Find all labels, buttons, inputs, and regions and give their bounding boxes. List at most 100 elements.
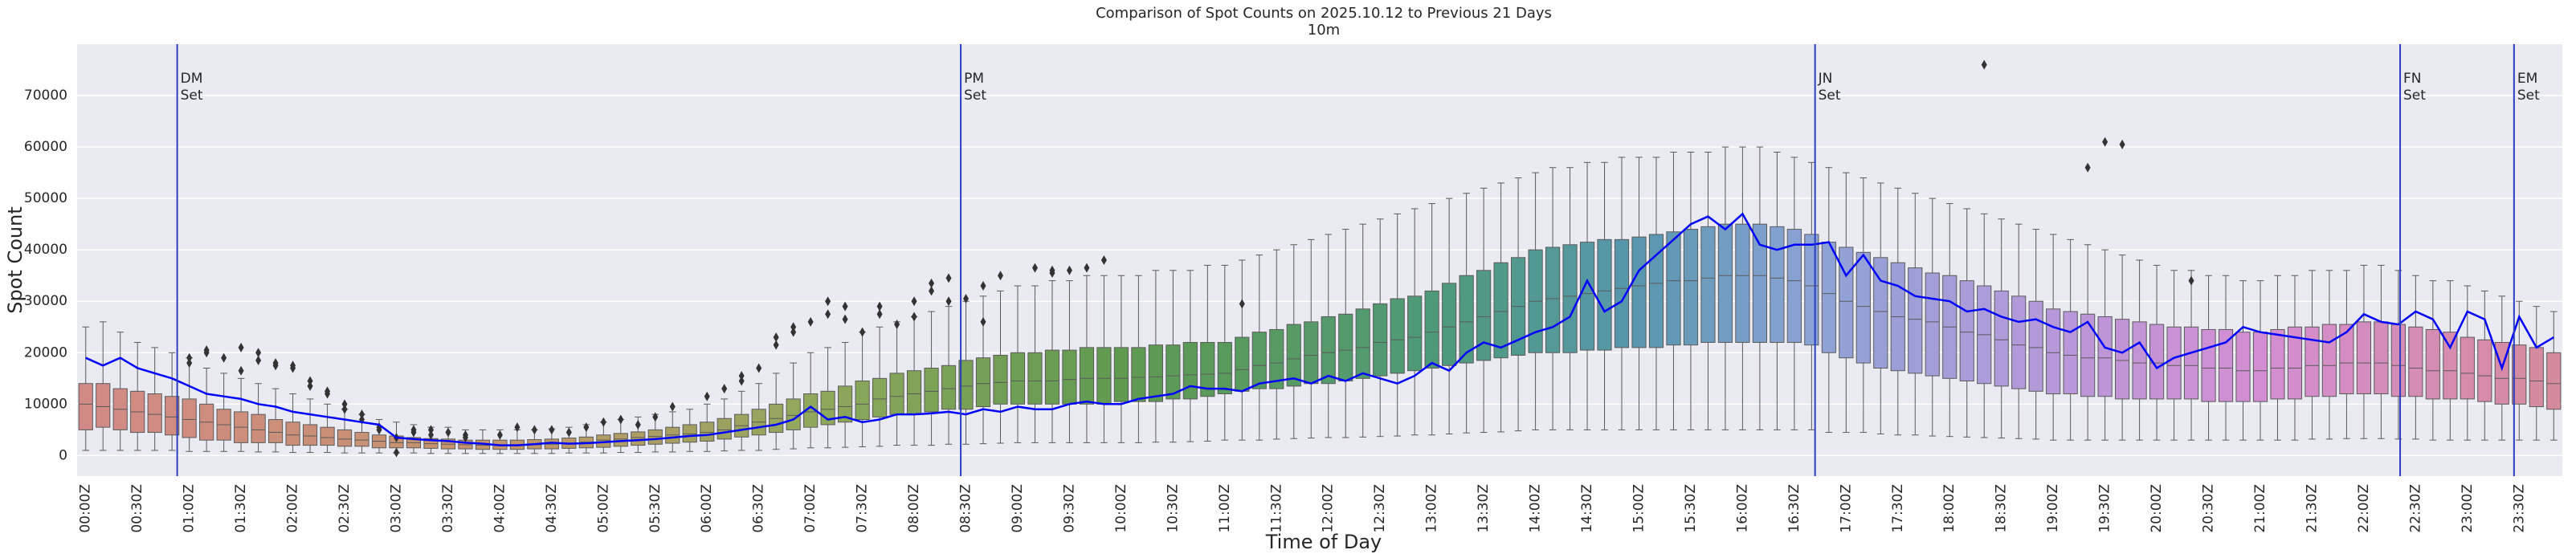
annotation-text: FN bbox=[2403, 71, 2422, 87]
outlier bbox=[842, 301, 848, 312]
box bbox=[1235, 336, 1250, 392]
outlier bbox=[462, 432, 468, 442]
x-tick-label: 13:30Z bbox=[1476, 484, 1492, 533]
x-tick-label: 15:30Z bbox=[1683, 484, 1699, 533]
annotation-text: PM bbox=[964, 71, 984, 87]
x-tick-label: 03:30Z bbox=[440, 484, 456, 533]
x-tick-label: 14:30Z bbox=[1579, 484, 1595, 533]
y-tick-label: 40000 bbox=[24, 242, 67, 258]
outlier bbox=[876, 309, 883, 320]
outlier bbox=[980, 316, 986, 327]
box bbox=[1959, 280, 1974, 382]
box bbox=[1631, 236, 1647, 348]
box bbox=[855, 381, 870, 421]
box bbox=[147, 393, 162, 434]
box bbox=[2529, 347, 2544, 408]
x-tick-label: 11:30Z bbox=[1268, 484, 1284, 533]
outlier bbox=[738, 371, 745, 381]
x-tick-label: 20:00Z bbox=[2149, 484, 2165, 533]
outlier bbox=[238, 342, 244, 352]
x-tick-label: 01:00Z bbox=[182, 484, 198, 533]
outlier bbox=[704, 391, 710, 401]
box bbox=[1700, 226, 1716, 343]
box bbox=[1338, 313, 1353, 382]
box bbox=[906, 370, 922, 415]
box bbox=[1735, 223, 1750, 343]
box bbox=[1683, 229, 1699, 346]
box bbox=[2011, 295, 2027, 389]
outlier bbox=[565, 427, 572, 438]
box bbox=[975, 357, 991, 408]
chart-subtitle: 10m bbox=[1308, 22, 1340, 39]
box bbox=[838, 385, 853, 423]
outlier bbox=[773, 340, 779, 350]
box bbox=[1648, 234, 1664, 348]
outlier bbox=[325, 389, 331, 399]
box bbox=[958, 360, 974, 410]
outlier bbox=[1031, 263, 1038, 273]
box bbox=[631, 431, 646, 446]
box bbox=[1821, 242, 1836, 353]
x-tick-label: 22:00Z bbox=[2356, 484, 2372, 533]
x-tick-label: 06:30Z bbox=[751, 484, 767, 533]
box bbox=[337, 429, 353, 447]
x-tick-label: 02:30Z bbox=[337, 484, 353, 533]
annotation-text: EM bbox=[2517, 71, 2537, 87]
outlier bbox=[238, 365, 244, 376]
outlier bbox=[635, 419, 641, 430]
box bbox=[320, 426, 335, 446]
box bbox=[2460, 336, 2475, 400]
box bbox=[889, 373, 904, 415]
box bbox=[2115, 319, 2130, 400]
outlier bbox=[945, 273, 952, 283]
x-tick-label: 08:30Z bbox=[958, 484, 974, 533]
x-tick-label: 09:30Z bbox=[1061, 484, 1077, 533]
box bbox=[302, 424, 318, 446]
box bbox=[2218, 328, 2234, 402]
x-tick-label: 10:30Z bbox=[1165, 484, 1181, 533]
x-tick-label: 19:30Z bbox=[2097, 484, 2113, 533]
outlier bbox=[652, 412, 659, 422]
outlier bbox=[738, 376, 745, 386]
outlier bbox=[2188, 275, 2194, 286]
box bbox=[267, 419, 284, 443]
box bbox=[1752, 223, 1767, 343]
box bbox=[1044, 349, 1060, 405]
box bbox=[1925, 272, 1940, 377]
outlier bbox=[445, 427, 451, 438]
x-tick-label: 07:00Z bbox=[802, 484, 819, 533]
outlier bbox=[255, 348, 262, 358]
box bbox=[1545, 246, 1561, 353]
box bbox=[1717, 223, 1733, 343]
outlier bbox=[531, 425, 537, 435]
box bbox=[1131, 347, 1146, 402]
box bbox=[2046, 308, 2061, 395]
x-tick-label: 12:30Z bbox=[1372, 484, 1388, 533]
x-tick-label: 10:00Z bbox=[1113, 484, 1129, 533]
box bbox=[2166, 326, 2182, 400]
outlier bbox=[1066, 265, 1072, 275]
box bbox=[1442, 283, 1457, 366]
chart-title: Comparison of Spot Counts on 2025.10.12 … bbox=[1096, 5, 1552, 22]
outlier bbox=[963, 294, 970, 304]
x-tick-label: 13:00Z bbox=[1424, 484, 1440, 533]
outlier bbox=[929, 278, 935, 288]
outlier bbox=[427, 430, 434, 440]
box bbox=[1770, 226, 1785, 343]
outlier bbox=[496, 430, 503, 440]
x-tick-label: 00:30Z bbox=[129, 484, 145, 533]
annotation-text: JN bbox=[1818, 71, 1833, 87]
box bbox=[2443, 332, 2458, 400]
y-tick-label: 60000 bbox=[24, 139, 67, 155]
box bbox=[941, 365, 957, 410]
outlier bbox=[721, 384, 728, 394]
x-tick-label: 19:00Z bbox=[2045, 484, 2061, 533]
x-tick-label: 00:00Z bbox=[78, 484, 94, 533]
outlier bbox=[221, 352, 227, 363]
x-tick-label: 18:30Z bbox=[1994, 484, 2010, 533]
x-tick-label: 17:00Z bbox=[1838, 484, 1854, 533]
x-tick-label: 08:00Z bbox=[906, 484, 922, 533]
x-tick-label: 22:30Z bbox=[2407, 484, 2423, 533]
annotation-text: Set bbox=[2403, 88, 2426, 104]
y-tick-label: 10000 bbox=[24, 396, 67, 412]
